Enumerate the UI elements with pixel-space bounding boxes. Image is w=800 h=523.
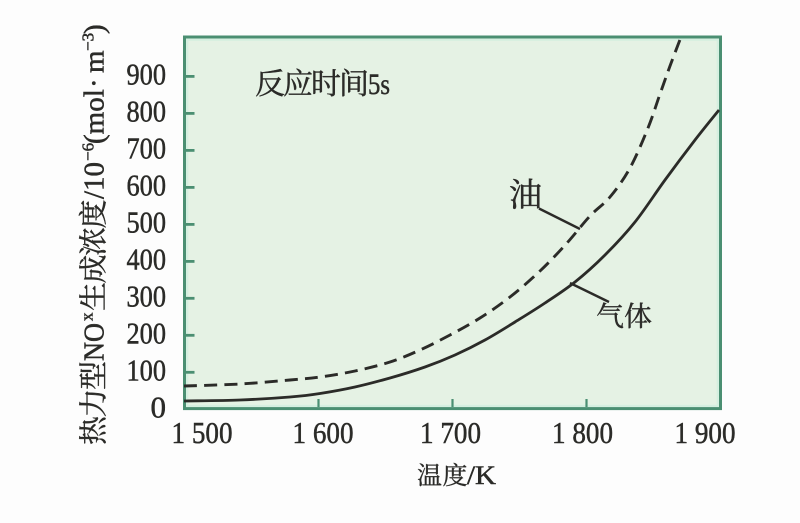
svg-text:600: 600: [127, 168, 167, 203]
svg-text:m: m: [79, 50, 111, 73]
svg-text:1 900: 1 900: [675, 415, 736, 450]
svg-text:1 700: 1 700: [420, 415, 481, 450]
svg-text:900: 900: [127, 57, 167, 92]
svg-text:400: 400: [127, 242, 167, 277]
svg-text:200: 200: [127, 316, 167, 351]
svg-text:): ): [79, 24, 111, 34]
svg-text:5s: 5s: [368, 68, 390, 101]
svg-text:x: x: [78, 312, 97, 321]
svg-text:1 600: 1 600: [293, 415, 354, 450]
svg-text:−6: −6: [79, 143, 98, 161]
svg-text:/10: /10: [79, 162, 111, 199]
svg-text:·: ·: [79, 78, 111, 88]
svg-text:/K: /K: [467, 461, 496, 490]
svg-text:1 800: 1 800: [552, 415, 613, 450]
svg-text:−3: −3: [79, 33, 98, 51]
svg-text:500: 500: [127, 205, 167, 240]
svg-text:1 500: 1 500: [172, 415, 233, 450]
svg-text:(mol: (mol: [79, 89, 111, 144]
svg-text:100: 100: [127, 353, 167, 388]
svg-text:800: 800: [127, 94, 167, 129]
svg-text:NO: NO: [79, 323, 111, 361]
svg-text:300: 300: [127, 279, 167, 314]
svg-text:700: 700: [127, 131, 167, 166]
svg-text:0: 0: [151, 390, 167, 425]
